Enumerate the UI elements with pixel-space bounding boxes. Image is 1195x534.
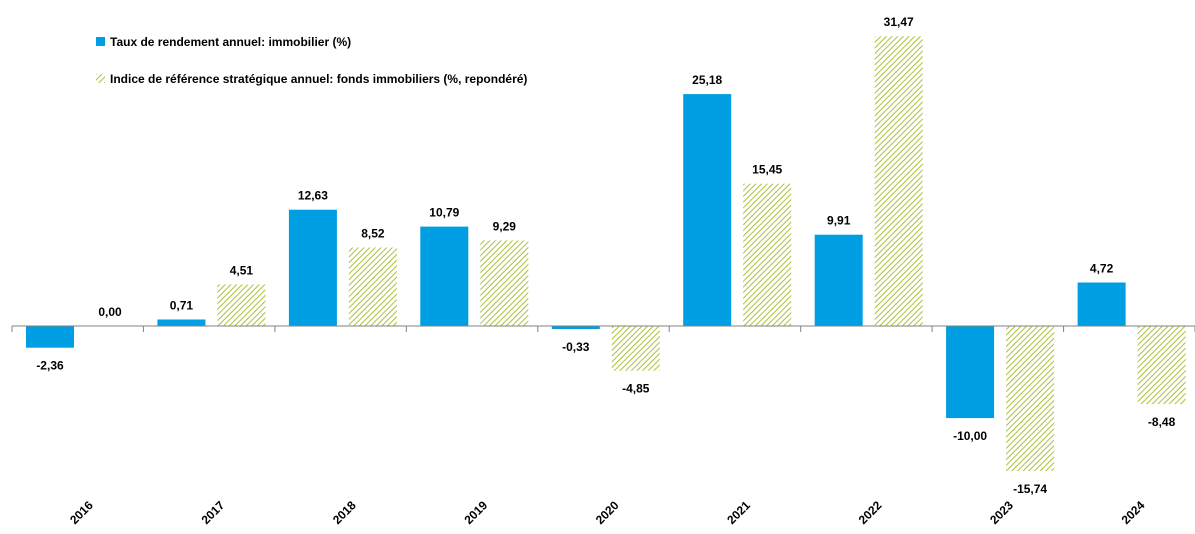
series1-value-label-2017: 0,71 <box>170 299 194 313</box>
series1-bar-2024 <box>1077 282 1126 326</box>
series1-bar-2019 <box>420 226 469 326</box>
series2-bar-2020 <box>611 326 660 371</box>
series2-value-label-2017: 4,51 <box>230 264 254 278</box>
x-tick-label-2020: 2020 <box>593 498 622 527</box>
series1-bar-2020 <box>551 326 600 329</box>
series1-bar-2021 <box>683 94 732 326</box>
bars-group <box>26 36 1186 471</box>
series1-bar-2023 <box>946 326 995 419</box>
series1-bar-2016 <box>26 326 74 348</box>
legend-label-series2: Indice de référence stratégique annuel: … <box>110 72 527 86</box>
legend-swatch-series2 <box>96 74 105 83</box>
series2-bar-2017 <box>217 284 266 326</box>
x-tick-label-2022: 2022 <box>856 498 885 527</box>
series2-value-label-2024: -8,48 <box>1148 415 1176 429</box>
x-tick-label-2017: 2017 <box>199 498 228 527</box>
series2-bar-2024 <box>1137 326 1186 405</box>
series2-value-label-2019: 9,29 <box>493 219 517 233</box>
series2-bar-2021 <box>743 183 792 326</box>
legend-swatch-series1 <box>96 37 105 46</box>
series1-value-label-2021: 25,18 <box>692 73 722 87</box>
x-tick-label-2023: 2023 <box>987 498 1016 527</box>
series2-bar-2022 <box>874 36 923 326</box>
x-tick-label-2018: 2018 <box>330 498 359 527</box>
series2-value-label-2023: -15,74 <box>1013 482 1047 496</box>
series1-value-label-2022: 9,91 <box>827 214 851 228</box>
series1-bar-2018 <box>288 209 337 326</box>
x-tick-label-2021: 2021 <box>724 498 753 527</box>
series1-value-label-2018: 12,63 <box>298 189 328 203</box>
series1-value-label-2016: -2,36 <box>36 359 64 373</box>
series2-bar-2023 <box>1006 326 1055 471</box>
series2-bar-2018 <box>348 247 397 326</box>
series1-value-label-2024: 4,72 <box>1090 262 1114 276</box>
series1-value-label-2023: -10,00 <box>953 429 987 443</box>
series1-value-label-2019: 10,79 <box>429 206 459 220</box>
series1-bar-2017 <box>157 319 206 326</box>
series2-value-label-2022: 31,47 <box>884 15 914 29</box>
series1-bar-2022 <box>814 234 863 326</box>
x-tick-label-2019: 2019 <box>461 498 490 527</box>
legend: Taux de rendement annuel: immobilier (%)… <box>96 35 527 86</box>
data-labels: -2,36 0,00 0,71 4,51 12,63 8,52 10,79 9,29 -0,33… <box>36 15 1175 496</box>
series2-value-label-2018: 8,52 <box>361 227 385 241</box>
series2-value-label-2016: 0,00 <box>98 305 122 319</box>
series2-value-label-2021: 15,45 <box>752 163 782 177</box>
x-tick-label-2024: 2024 <box>1119 498 1148 527</box>
x-tick-label-2016: 2016 <box>67 498 96 527</box>
series1-value-label-2020: -0,33 <box>562 340 590 354</box>
legend-label-series1: Taux de rendement annuel: immobilier (%) <box>110 35 351 49</box>
series2-bar-2019 <box>480 240 529 326</box>
series2-value-label-2020: -4,85 <box>622 382 650 396</box>
